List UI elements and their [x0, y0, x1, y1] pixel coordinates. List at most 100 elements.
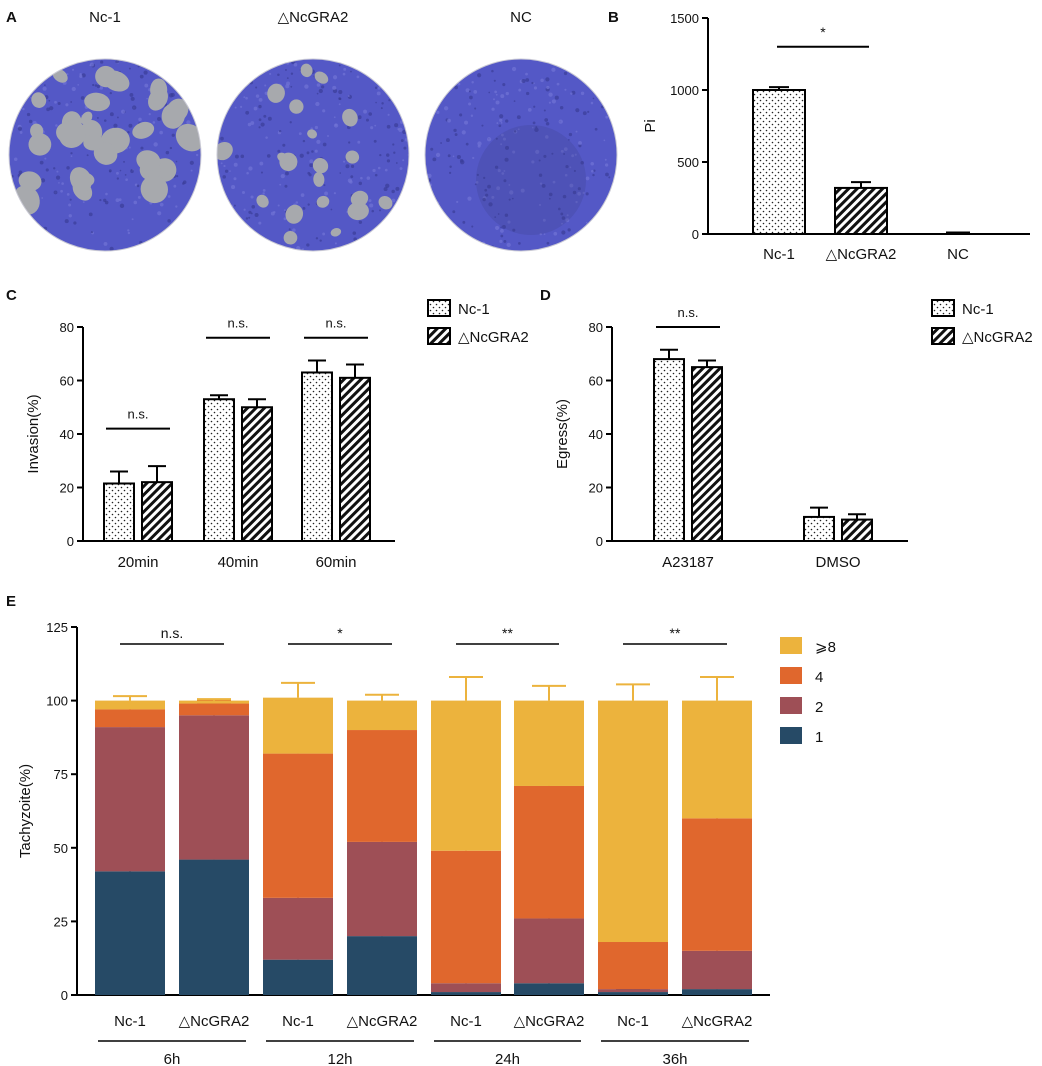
stain-texture [452, 155, 455, 158]
stain-texture [497, 213, 500, 215]
stain-texture [71, 68, 75, 71]
stain-texture [366, 176, 371, 180]
bar-0-1 [203, 398, 235, 542]
bar-0-0 [103, 482, 135, 542]
stain-texture [22, 107, 25, 111]
stain-texture [277, 73, 280, 77]
stain-texture [280, 173, 285, 179]
stain-texture [131, 218, 134, 221]
stain-texture [231, 185, 236, 190]
stain-texture [245, 110, 250, 115]
y-tick-label: 50 [54, 841, 68, 856]
stain-texture [379, 209, 382, 212]
stain-texture [566, 214, 569, 217]
stain-texture [481, 124, 484, 127]
stain-texture [148, 113, 151, 116]
stain-texture [266, 154, 271, 158]
stain-texture [315, 101, 320, 107]
stain-texture [563, 71, 568, 76]
stack-0-2 [263, 959, 333, 995]
stain-texture [511, 197, 514, 200]
stain-texture [128, 123, 133, 128]
stain-texture [486, 137, 492, 142]
stain-texture [500, 122, 503, 124]
stain-texture [258, 126, 261, 129]
stack-3-5 [514, 700, 584, 786]
stain-texture [531, 160, 535, 164]
stain-texture [374, 86, 378, 89]
stain-texture [562, 194, 567, 199]
stain-texture [604, 163, 609, 167]
stain-texture [454, 85, 458, 90]
stain-texture [117, 116, 119, 119]
stain-texture [542, 218, 546, 222]
stain-texture [395, 162, 398, 164]
stack-0-1 [179, 859, 249, 995]
stain-texture [384, 168, 388, 172]
stain-texture [454, 133, 458, 136]
stain-texture [531, 126, 534, 129]
stain-texture [152, 121, 156, 124]
stain-texture [258, 97, 263, 102]
stain-texture [482, 197, 486, 202]
stain-texture [57, 101, 61, 105]
stain-texture [477, 73, 482, 78]
stain-texture [531, 81, 534, 85]
stain-texture [525, 78, 530, 82]
x-category-label: Nc-1 [763, 246, 795, 263]
plaque [31, 92, 47, 108]
stain-texture [380, 107, 383, 110]
stain-texture [488, 202, 493, 207]
stain-texture [449, 165, 452, 168]
bar-1-0 [691, 366, 723, 542]
stack-1-3 [347, 841, 417, 937]
stain-texture [182, 182, 185, 185]
legend-label: 2 [815, 699, 823, 716]
stain-texture [582, 191, 585, 195]
stain-texture [248, 166, 253, 171]
stack-3-0 [95, 700, 165, 710]
stain-texture [552, 180, 556, 184]
stain-texture [432, 157, 437, 162]
stain-texture [46, 107, 50, 112]
y-tick-label: 125 [46, 620, 68, 635]
stain-texture [39, 160, 44, 165]
significance-label: ** [670, 625, 681, 641]
stain-texture [139, 74, 144, 79]
stain-texture [347, 95, 350, 98]
stain-texture [267, 116, 272, 121]
stain-texture [103, 119, 107, 122]
stain-texture [283, 217, 287, 221]
stain-texture [580, 91, 585, 96]
stain-texture [387, 113, 390, 116]
stack-2-0 [95, 709, 165, 728]
stain-texture [386, 159, 391, 163]
y-tick-label: 0 [61, 988, 68, 1003]
stain-texture [53, 190, 58, 195]
stain-texture [502, 137, 506, 141]
stain-texture [309, 163, 314, 168]
x-category-label: 40min [218, 554, 259, 571]
stain-texture [440, 142, 443, 144]
stain-texture [115, 171, 119, 175]
stain-texture [233, 204, 236, 207]
y-tick-label: 0 [596, 534, 603, 549]
stain-texture [315, 237, 319, 240]
stain-texture [484, 188, 488, 192]
stain-texture [248, 216, 251, 219]
stain-texture [574, 153, 577, 156]
plaque [95, 65, 117, 88]
stain-texture [70, 155, 73, 158]
stain-texture [48, 99, 51, 102]
stain-texture [495, 225, 500, 231]
stain-texture [44, 157, 47, 160]
stain-texture [500, 143, 503, 146]
stain-texture [251, 204, 256, 209]
stain-texture [474, 107, 477, 110]
stain-texture [580, 160, 584, 165]
stain-texture [60, 189, 63, 193]
stain-texture [290, 72, 294, 75]
stain-texture [277, 204, 280, 207]
stain-texture [505, 145, 510, 150]
stain-texture [224, 169, 229, 173]
